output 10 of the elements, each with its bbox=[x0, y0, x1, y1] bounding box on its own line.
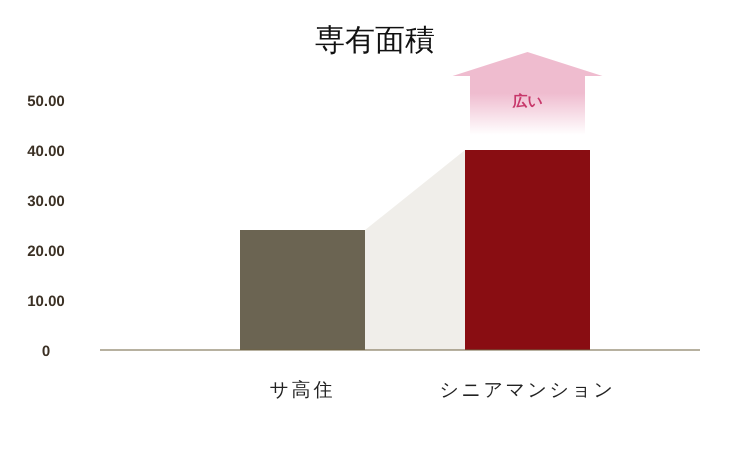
y-tick-label: 40.00 bbox=[27, 143, 65, 160]
y-tick-label: 10.00 bbox=[27, 293, 65, 310]
annotation: 広い bbox=[512, 92, 542, 110]
x-tick-label: シニアマンション bbox=[440, 380, 616, 401]
y-tick-label: 30.00 bbox=[27, 193, 65, 210]
y-tick-label: 50.00 bbox=[27, 93, 65, 110]
y-tick-label: 20.00 bbox=[27, 243, 65, 260]
y-tick-label: 0 bbox=[42, 343, 50, 360]
chart-title: 専有面積 bbox=[315, 24, 435, 57]
x-tick-label: サ高住 bbox=[270, 379, 336, 401]
